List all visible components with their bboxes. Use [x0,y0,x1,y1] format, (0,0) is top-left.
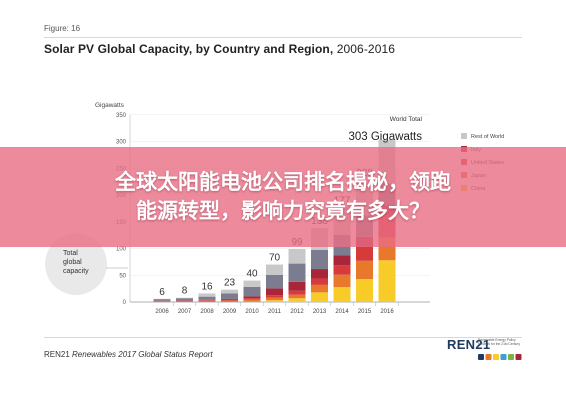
figure-title-main: Solar PV Global Capacity, by Country and… [44,42,334,56]
source-report: Renewables 2017 Global Status Report [72,350,213,359]
total-data-label: 70 [269,253,281,264]
logo-swatch [493,354,499,360]
bubble-label-line-1: Total [63,250,78,257]
bar-segment [243,286,261,297]
bar-segment [311,269,328,279]
bubble-label-line-2: global [63,259,82,266]
x-tick-label: 2015 [358,309,372,315]
headline-line-1: 全球太阳能电池公司排名揭秘，领跑 [115,170,451,194]
logo-swatch [478,354,484,360]
bar-segment [311,278,328,285]
bar-segment [288,263,306,282]
bar-segment [266,297,283,301]
bar-segment [288,294,306,299]
bar-segment [356,246,373,261]
bar-segment [176,298,193,301]
total-data-label: 8 [182,286,188,297]
legend-swatch [461,133,467,139]
source-note: REN21 Renewables 2017 Global Status Repo… [44,350,213,359]
figure-title-years: 2006-2016 [336,42,396,56]
bar-segment [356,278,373,302]
bar-segment [198,300,216,301]
bar-segment [356,260,373,279]
bar-segment [243,298,261,300]
bar-segment [266,295,283,298]
bar-segment [333,255,351,266]
bar-segment [266,288,283,296]
x-tick-label: 2012 [290,309,304,315]
ren21-logo-text: REN21 [447,337,491,352]
bar-segment [221,299,238,301]
x-tick-label: 2008 [200,309,214,315]
bar-segment [221,298,238,300]
bar-segment [198,293,216,297]
x-tick-label: 2007 [178,309,192,315]
x-tick-label: 2016 [380,309,394,315]
bar-segment [221,293,238,299]
bar-segment [176,300,193,302]
bar-segment [266,300,283,302]
bar-segment [243,299,261,302]
y-tick-label: 0 [123,300,127,306]
bar-segment [243,280,261,287]
callout-line-2: 303 Gigawatts [348,131,422,143]
bar-segment [311,284,328,293]
source-org: REN21 [44,350,70,359]
logo-swatch [508,354,514,360]
total-data-label: 40 [246,269,258,280]
callout-line-1: World Total [390,116,423,123]
x-tick-label: 2009 [223,309,237,315]
headline-banner: 全球太阳能电池公司排名揭秘，领跑 能源转型，影响力究竟有多大？ [0,147,566,247]
bar-segment [311,292,328,302]
logo-swatch [515,354,522,360]
bar-segment [221,300,238,302]
total-data-label: 16 [201,281,213,292]
logo-swatch [500,354,507,360]
bar-segment [333,287,351,302]
y-tick-label: 300 [116,140,127,146]
total-data-label: 6 [159,287,165,298]
x-tick-label: 2011 [268,309,282,315]
bar-segment [333,265,351,275]
headline-line-2: 能源转型，影响力究竟有多大？ [136,199,430,223]
total-capacity-bubble [45,233,107,295]
total-data-label: 23 [224,278,236,289]
bar-segment [288,249,306,264]
y-axis-label: Gigawatts [95,102,125,109]
bubble-label-line-3: capacity [63,268,89,275]
top-rule [44,37,522,38]
logo-swatch [485,354,492,360]
bar-segment [288,290,306,295]
y-tick-label: 100 [116,247,127,253]
bar-segment [153,299,171,301]
legend-label: Rest of World [471,134,504,140]
figure-label: Figure: 16 [44,24,81,33]
bar-segment [333,274,351,288]
bar-segment [266,264,283,275]
bar-segment [198,296,216,300]
bar-segment [311,249,328,270]
bar-segment [288,281,306,291]
bar-segment [153,301,171,302]
bar-segment [378,260,396,302]
bottom-rule [44,337,522,338]
x-tick-label: 2013 [313,309,327,315]
bar-segment [198,300,216,302]
bar-segment [288,298,306,302]
y-tick-label: 350 [116,113,127,119]
x-tick-label: 2014 [335,309,349,315]
figure-title: Solar PV Global Capacity, by Country and… [44,42,395,56]
ren21-logo-subtitle: Renewable Energy Policy Network for the … [478,338,520,346]
x-tick-label: 2006 [155,309,169,315]
x-tick-label: 2010 [245,309,259,315]
y-tick-label: 50 [119,273,126,279]
bar-segment [221,289,238,294]
bar-segment [266,274,283,289]
bar-segment [243,296,261,299]
